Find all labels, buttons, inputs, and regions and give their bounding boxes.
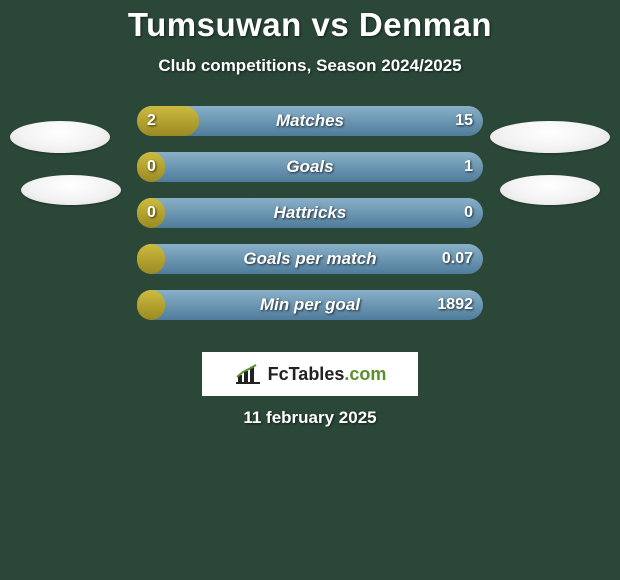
stat-right-value: 1	[464, 152, 473, 182]
brand-suffix: .com	[344, 364, 386, 384]
page-title: Tumsuwan vs Denman	[0, 0, 620, 44]
team-left-badge-2	[21, 175, 121, 205]
team-right-badge-1	[490, 121, 610, 153]
stat-row: Goals per match0.07	[137, 244, 483, 274]
date-text: 11 february 2025	[0, 408, 620, 428]
page-subtitle: Club competitions, Season 2024/2025	[0, 56, 620, 76]
stat-label: Hattricks	[137, 198, 483, 228]
brand-name: FcTables	[268, 364, 345, 384]
stat-row: Min per goal1892	[137, 290, 483, 320]
stat-row: 0Goals1	[137, 152, 483, 182]
stat-label: Matches	[137, 106, 483, 136]
stat-row: 0Hattricks0	[137, 198, 483, 228]
stat-right-value: 1892	[437, 290, 473, 320]
stat-label: Goals	[137, 152, 483, 182]
stat-right-value: 15	[455, 106, 473, 136]
brand-text: FcTables.com	[268, 364, 387, 385]
brand-box[interactable]: FcTables.com	[202, 352, 418, 396]
comparison-infographic: Tumsuwan vs Denman Club competitions, Se…	[0, 0, 620, 580]
stat-right-value: 0	[464, 198, 473, 228]
bar-chart-icon	[234, 363, 262, 385]
team-right-badge-2	[500, 175, 600, 205]
stat-row: 2Matches15	[137, 106, 483, 136]
stat-right-value: 0.07	[442, 244, 473, 274]
stat-label: Min per goal	[137, 290, 483, 320]
stat-label: Goals per match	[137, 244, 483, 274]
team-left-badge-1	[10, 121, 110, 153]
